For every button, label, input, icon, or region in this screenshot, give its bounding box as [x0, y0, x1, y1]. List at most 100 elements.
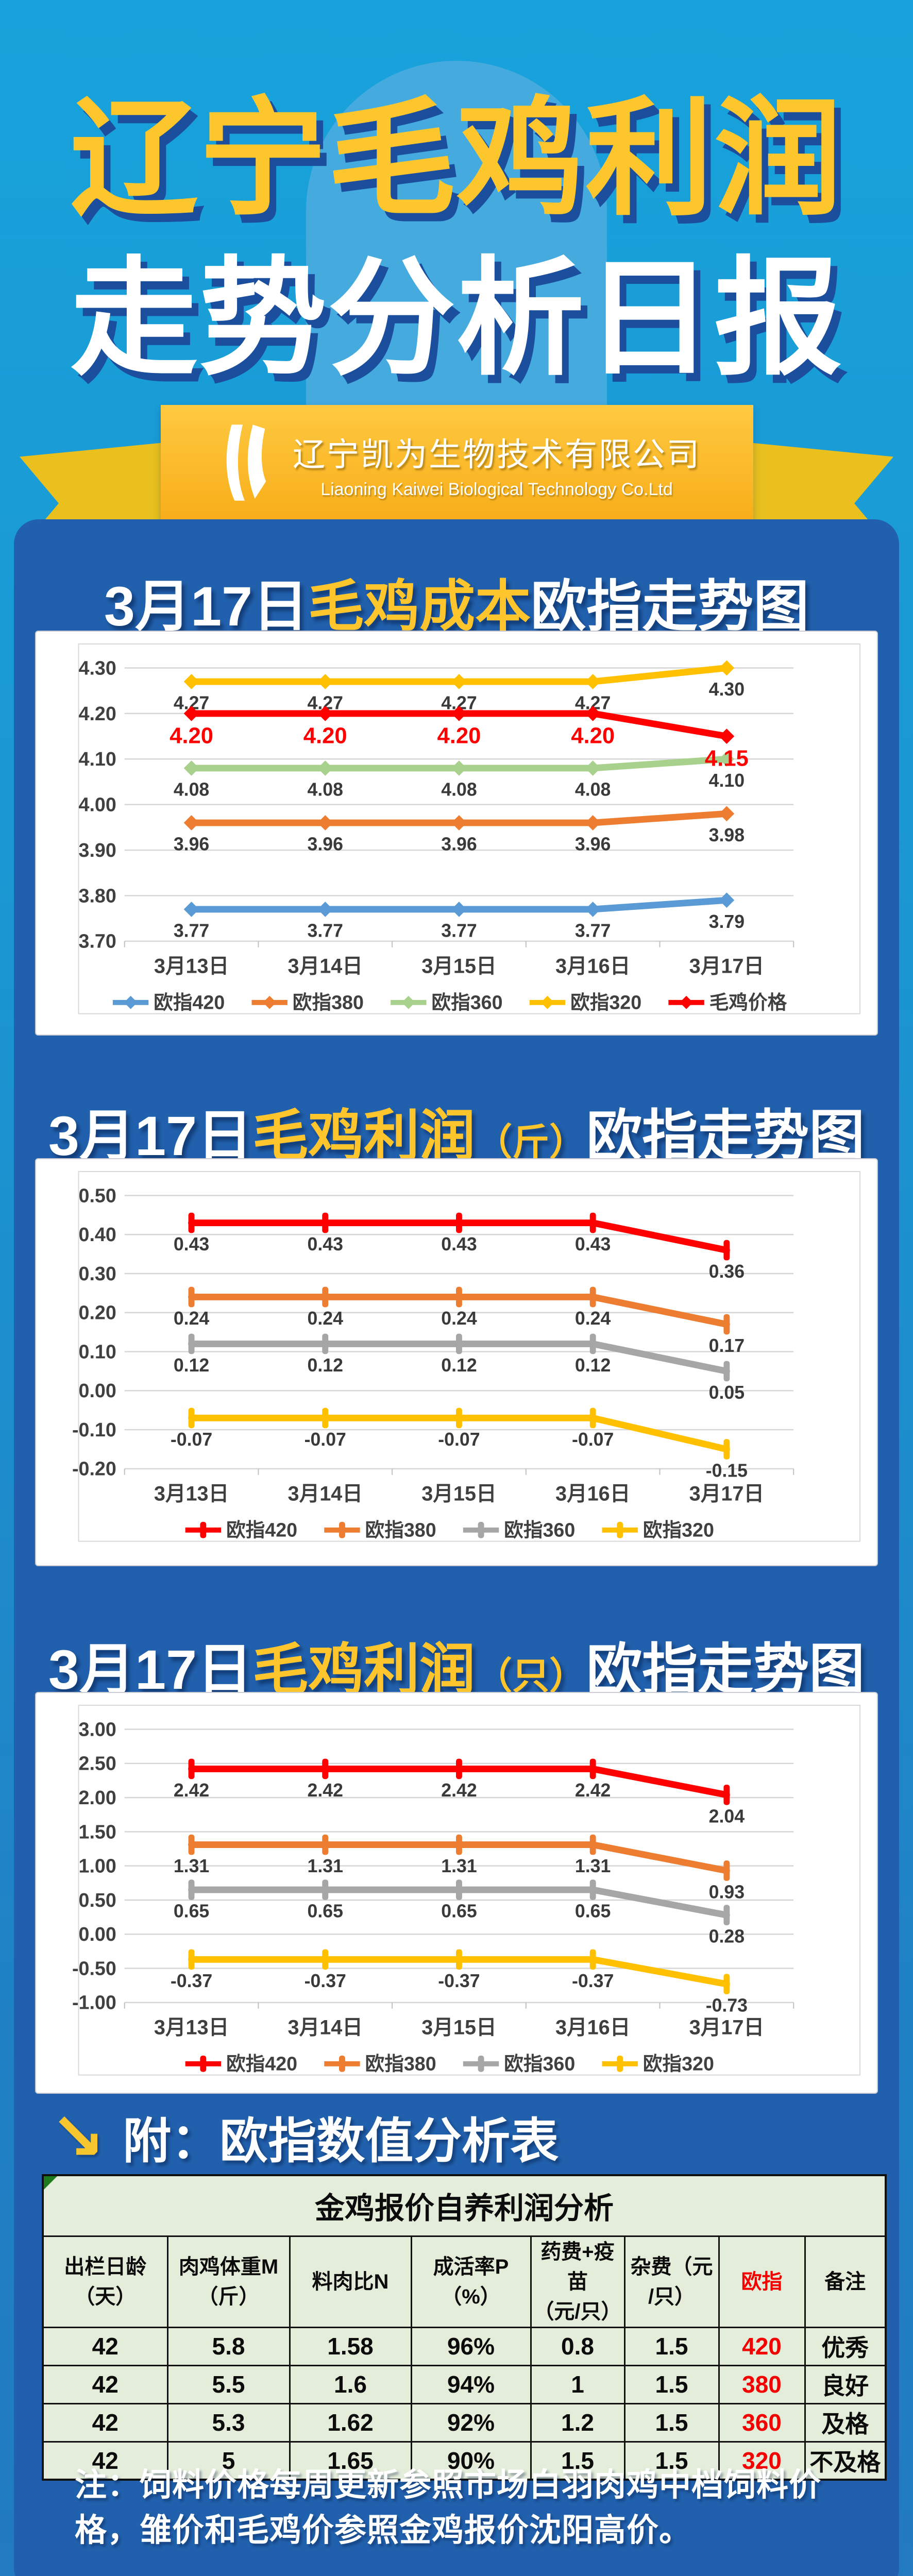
table-cell: 96% [410, 2326, 532, 2366]
svg-text:1.31: 1.31 [308, 1856, 343, 1876]
table-cell: 94% [410, 2364, 532, 2404]
table-header-cell: 出栏日龄 （天） [42, 2235, 168, 2328]
table-cell: 92% [410, 2402, 532, 2443]
svg-text:3.70: 3.70 [79, 930, 116, 952]
svg-text:3月17日: 3月17日 [689, 1482, 764, 1505]
svg-text:4.20: 4.20 [303, 723, 347, 748]
svg-text:0.43: 0.43 [441, 1234, 477, 1255]
table-cell: 1.2 [530, 2402, 625, 2443]
table-cell: 1.65 [289, 2441, 412, 2481]
chart3-card: 3.00 2.50 2.00 1.50 1.00 0.50 0.00 -0.50 -1.00 2.… [35, 1692, 878, 2094]
svg-text:欧指320: 欧指320 [643, 1519, 714, 1541]
table-row: 42 5 1.65 90% 1.5 1.5 320 不及格 [42, 2441, 887, 2481]
table-header-cell: 成活率P （%） [410, 2235, 532, 2328]
svg-text:2.00: 2.00 [79, 1787, 116, 1808]
page-title-line1: 辽宁毛鸡利润 [70, 87, 843, 230]
svg-text:3.96: 3.96 [575, 834, 611, 855]
svg-text:0.93: 0.93 [709, 1882, 745, 1902]
line-chart-2: 3.00 2.50 2.00 1.50 1.00 0.50 0.00 -0.50 -1.00 2.… [72, 1704, 861, 2076]
svg-text:3.77: 3.77 [575, 920, 611, 941]
table-cell: 5.3 [166, 2402, 291, 2443]
svg-text:0.50: 0.50 [79, 1184, 116, 1206]
svg-text:0.65: 0.65 [174, 1901, 209, 1922]
svg-text:欧指320: 欧指320 [643, 2053, 714, 2075]
svg-text:3.96: 3.96 [441, 834, 477, 855]
svg-text:3.79: 3.79 [709, 911, 745, 932]
profit-table: 金鸡报价自养利润分析 出栏日龄 （天） 肉鸡体重M （斤） 料肉比N 成活率P （%）… [42, 2174, 887, 2481]
table-header-cell: 料肉比N [289, 2235, 412, 2328]
table-cell: 1.5 [623, 2402, 720, 2443]
table-header-cell: 杂费（元 /只） [623, 2235, 720, 2328]
svg-text:0.20: 0.20 [79, 1302, 116, 1324]
main-panel: 3月17日毛鸡成本欧指走势图 4.30 4.20 4.10 4.00 3.90 3.80 3… [14, 519, 899, 2576]
svg-text:3月15日: 3月15日 [421, 1482, 496, 1505]
table-cell: 5.8 [166, 2326, 291, 2366]
svg-text:0.28: 0.28 [709, 1926, 745, 1947]
svg-text:1.31: 1.31 [575, 1856, 611, 1876]
svg-text:-0.15: -0.15 [706, 1460, 748, 1481]
table-section-heading-text: 附：欧指数值分析表 [123, 2114, 559, 2168]
svg-text:0.43: 0.43 [308, 1234, 343, 1255]
svg-text:0.00: 0.00 [79, 1380, 116, 1401]
svg-text:3.77: 3.77 [441, 920, 477, 941]
svg-text:欧指380: 欧指380 [365, 1519, 436, 1541]
svg-text:3月13日: 3月13日 [154, 2016, 229, 2039]
page-title-line2: 走势分析日报 [70, 247, 843, 390]
svg-text:1.00: 1.00 [79, 1855, 116, 1877]
svg-text:-0.07: -0.07 [171, 1429, 212, 1450]
table-title: 金鸡报价自养利润分析 [42, 2174, 887, 2237]
svg-text:0.30: 0.30 [79, 1263, 116, 1284]
svg-text:-0.73: -0.73 [706, 1995, 748, 2016]
table-cell: 1.5 [530, 2441, 625, 2481]
table-cell: 1.5 [623, 2441, 720, 2481]
svg-text:4.08: 4.08 [575, 779, 611, 800]
svg-text:-1.00: -1.00 [72, 1992, 116, 2013]
svg-text:欧指420: 欧指420 [226, 2053, 297, 2075]
svg-text:-0.10: -0.10 [72, 1419, 116, 1440]
svg-text:0.24: 0.24 [575, 1308, 611, 1329]
svg-text:0.17: 0.17 [709, 1335, 745, 1356]
svg-text:0.24: 0.24 [441, 1308, 477, 1329]
table-header-row: 出栏日龄 （天） 肉鸡体重M （斤） 料肉比N 成活率P （%） 药费+疫苗 （元/只）… [42, 2235, 887, 2328]
table-cell: 良好 [804, 2364, 887, 2404]
svg-text:-0.07: -0.07 [305, 1429, 346, 1450]
table-header-cell: 肉鸡体重M （斤） [166, 2235, 291, 2328]
table-section-heading: ↘ 附：欧指数值分析表 [50, 2102, 559, 2172]
table-cell: 1.62 [289, 2402, 412, 2443]
table-cell: 5.5 [166, 2364, 291, 2404]
svg-text:欧指360: 欧指360 [431, 992, 502, 1013]
svg-text:0.43: 0.43 [575, 1234, 611, 1255]
table-cell: 360 [718, 2402, 806, 2443]
svg-text:3.98: 3.98 [709, 825, 745, 845]
svg-text:欧指420: 欧指420 [226, 1519, 297, 1541]
svg-text:2.42: 2.42 [174, 1780, 209, 1801]
table-cell: 42 [42, 2326, 168, 2366]
svg-text:欧指360: 欧指360 [504, 2053, 575, 2075]
svg-text:0.65: 0.65 [441, 1901, 477, 1922]
svg-text:3月16日: 3月16日 [555, 1482, 630, 1505]
svg-text:0.65: 0.65 [308, 1901, 343, 1922]
svg-text:1.31: 1.31 [174, 1856, 209, 1876]
line-chart-1: 0.50 0.40 0.30 0.20 0.10 0.00 -0.10 -0.20 0.43 0.… [72, 1171, 861, 1542]
svg-text:2.50: 2.50 [79, 1753, 116, 1774]
svg-text:0.24: 0.24 [308, 1308, 344, 1329]
svg-text:-0.37: -0.37 [305, 1971, 346, 1991]
svg-text:4.20: 4.20 [437, 723, 481, 748]
svg-text:3月14日: 3月14日 [288, 2016, 363, 2039]
company-logo-icon [213, 422, 274, 506]
svg-text:3月17日: 3月17日 [689, 955, 764, 977]
table-cell: 及格 [804, 2402, 887, 2443]
profit-table-body: 42 5.8 1.58 96% 0.8 1.5 420 优秀 42 5.5 1.6 94% 1 1.5 38… [42, 2326, 887, 2481]
table-cell: 320 [718, 2441, 806, 2481]
svg-text:3月16日: 3月16日 [555, 955, 630, 977]
company-banner: 辽宁凯为生物技术有限公司 Liaoning Kaiwei Biological … [161, 405, 753, 523]
svg-text:3.77: 3.77 [174, 920, 209, 941]
svg-text:4.15: 4.15 [705, 747, 749, 771]
svg-text:2.04: 2.04 [709, 1806, 745, 1826]
company-name-en: Liaoning Kaiwei Biological Technology Co… [320, 480, 673, 499]
svg-text:-0.37: -0.37 [572, 1971, 614, 1991]
svg-text:0.00: 0.00 [79, 1923, 116, 1945]
chart1-title: 3月17日毛鸡成本欧指走势图 [104, 575, 809, 637]
table-cell: 不及格 [804, 2441, 887, 2481]
table-cell: 1.5 [623, 2364, 720, 2404]
